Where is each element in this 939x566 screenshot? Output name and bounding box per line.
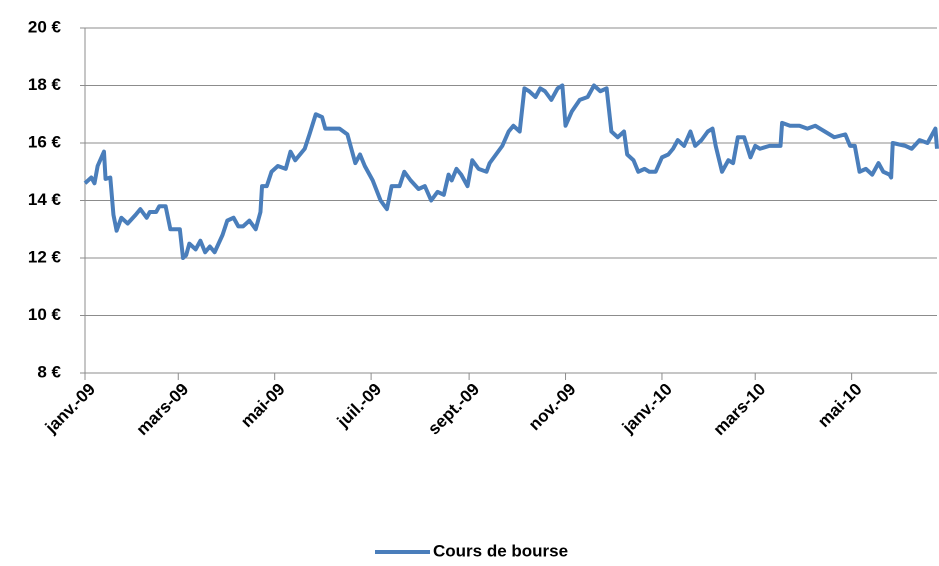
x-tick-label: janv.-10 xyxy=(618,380,676,438)
y-tick-label: 14 € xyxy=(28,190,62,209)
x-tick-label: mai-10 xyxy=(814,380,866,432)
x-tick-label: sept.-09 xyxy=(424,380,483,439)
x-tick-label: juil.-09 xyxy=(333,380,385,432)
y-tick-label: 10 € xyxy=(28,305,62,324)
legend-label: Cours de bourse xyxy=(433,541,568,560)
x-tick-label: mars-10 xyxy=(710,380,770,440)
y-tick-label: 12 € xyxy=(28,247,62,266)
y-tick-label: 16 € xyxy=(28,132,62,151)
y-tick-label: 8 € xyxy=(37,362,61,381)
x-tick-label: mars-09 xyxy=(133,380,193,440)
line xyxy=(83,83,939,260)
x-tick-label: nov.-09 xyxy=(525,380,580,435)
x-tick-label: mai-09 xyxy=(237,380,289,432)
y-tick-label: 20 € xyxy=(28,17,62,36)
y-tick-label: 18 € xyxy=(28,75,62,94)
x-tick-label: janv.-09 xyxy=(41,380,99,438)
